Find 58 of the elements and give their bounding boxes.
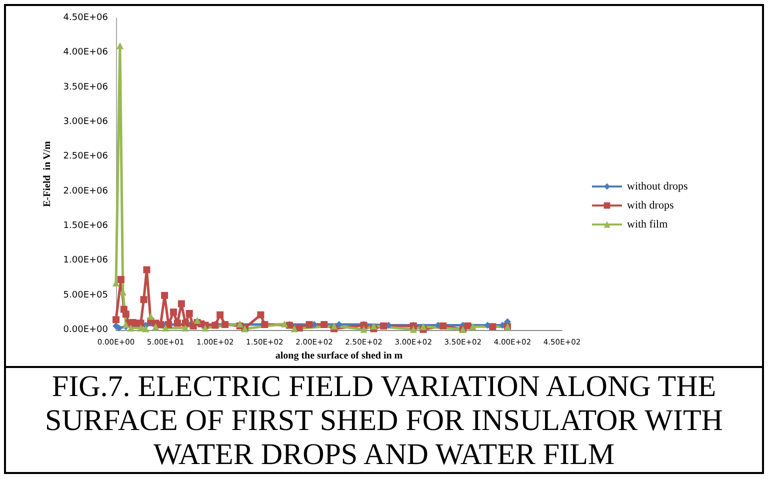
point [440, 322, 447, 330]
y-tick-label: 3.00E+06 [63, 117, 108, 128]
point [464, 322, 472, 330]
point [202, 324, 209, 332]
point [370, 322, 378, 330]
point [137, 320, 144, 327]
legend-label: with film [627, 218, 668, 230]
y-tick-label: 3.50E+06 [63, 82, 108, 92]
y-tick-label: 1.00E+06 [63, 256, 108, 266]
point [380, 322, 388, 330]
legend-label: without drops [627, 180, 688, 192]
y-tick-label: 1.50E+06 [63, 221, 108, 232]
point [257, 311, 264, 318]
point [127, 324, 134, 332]
y-tick-label: 0.00E+00 [63, 325, 108, 336]
point [116, 42, 124, 50]
point [222, 321, 229, 328]
point [174, 320, 181, 327]
y-axis-title: E-Field in V/m [42, 140, 53, 207]
point [152, 323, 160, 330]
point [290, 325, 298, 332]
point [140, 296, 148, 304]
text: FIG.7. ELECTRIC FIELD VARIATION ALONG THE SURFACE OF FIRST SHED FOR INSULATOR WITH WATER DROPS AND WATER FILM [44, 370, 724, 472]
point [165, 321, 172, 328]
point [112, 316, 120, 324]
point [420, 323, 427, 330]
point [122, 310, 130, 318]
point [143, 266, 150, 274]
point [336, 321, 342, 328]
point [186, 310, 193, 317]
y-tick-label: 5.00E+05 [63, 290, 108, 300]
point [161, 292, 168, 299]
point [147, 312, 154, 320]
point [330, 322, 338, 330]
point [162, 324, 170, 332]
point [182, 320, 189, 327]
point [182, 324, 189, 332]
point [142, 325, 150, 332]
y-tick-label: 2.50E+06 [63, 152, 108, 162]
point [137, 324, 144, 332]
point [306, 321, 313, 328]
point [216, 311, 224, 318]
point [410, 326, 417, 333]
point [178, 300, 185, 308]
y-tick-label: 2.00E+06 [63, 186, 108, 196]
point [157, 321, 164, 328]
point [360, 326, 368, 333]
y-tick-label: 4.50E+06 [63, 13, 108, 23]
legend-label: with drops [627, 200, 674, 212]
point [489, 323, 496, 330]
point [280, 320, 288, 328]
point [117, 276, 124, 283]
point [170, 308, 177, 316]
point [320, 321, 328, 328]
point [469, 323, 476, 330]
y-tick-label: 4.00E+06 [63, 48, 108, 58]
point [296, 324, 303, 332]
x-axis-title: along the surface of shed in m [275, 350, 404, 362]
